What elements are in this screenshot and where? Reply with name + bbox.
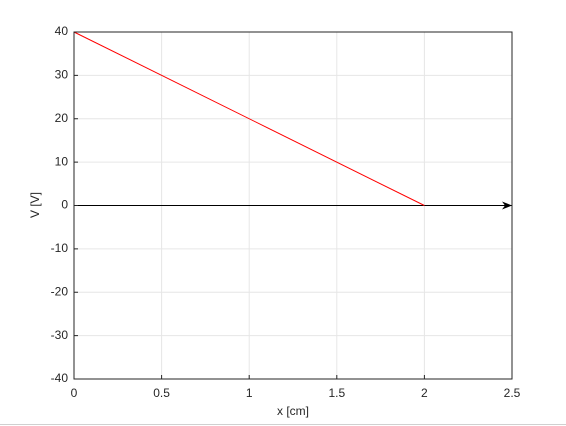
y-tick-label: 10 <box>55 154 69 168</box>
y-tick-label: -20 <box>51 284 69 298</box>
y-tick-label: -30 <box>51 328 69 342</box>
x-tick-label: 1.5 <box>328 386 345 400</box>
y-tick-label: 30 <box>55 68 69 82</box>
y-tick-label: 20 <box>55 111 69 125</box>
x-tick-label: 0.5 <box>153 386 170 400</box>
y-tick-label: -40 <box>51 371 69 385</box>
data-line <box>73 31 425 206</box>
y-tick-label: 0 <box>61 198 68 212</box>
x-tick-label: 1 <box>246 386 253 400</box>
y-axis-label: V [V] <box>28 192 42 218</box>
x-tick-label: 2.5 <box>504 386 521 400</box>
y-tick-label: -10 <box>51 241 69 255</box>
x-axis-label: x [cm] <box>277 404 309 418</box>
x-tick-label: 2 <box>421 386 428 400</box>
y-tick-label: 40 <box>55 24 69 38</box>
x-tick-label: 0 <box>71 386 78 400</box>
plot-area <box>73 31 512 210</box>
